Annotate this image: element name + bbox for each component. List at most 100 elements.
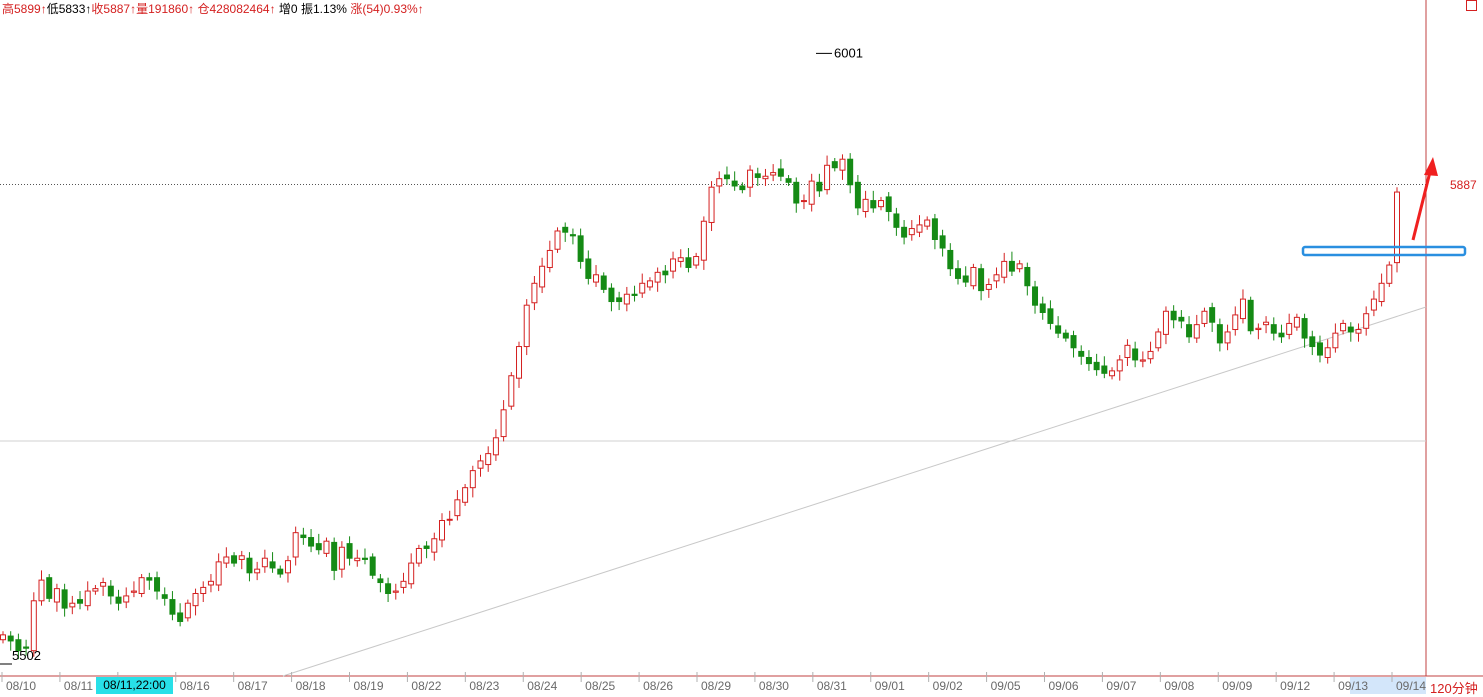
candle-up <box>1201 310 1208 324</box>
x-tick-label: 08/22 <box>411 679 441 693</box>
candle-up <box>338 546 345 570</box>
candle-down <box>161 594 168 599</box>
x-tick-label: 08/25 <box>585 679 615 693</box>
change-value: 涨(54)0.93%↑ <box>350 2 424 16</box>
candle-down <box>1170 310 1177 321</box>
price-info-bar: 高5899↑低5833↑收5887↑量191860↑ 仓428082464↑ 增… <box>2 1 424 17</box>
candle-down <box>300 534 307 539</box>
candle-down <box>793 181 800 204</box>
x-tick-label: 08/17 <box>238 679 268 693</box>
candle-down <box>608 287 615 303</box>
candle-up <box>970 266 977 287</box>
candle-down <box>107 585 114 597</box>
x-tick-label: 09/12 <box>1280 679 1310 693</box>
candle-down <box>785 178 792 183</box>
candle-down <box>631 293 638 296</box>
candle-up <box>654 271 661 283</box>
candle-up <box>292 532 299 558</box>
x-tick-label: 09/02 <box>933 679 963 693</box>
candle-up <box>1255 327 1262 331</box>
candle-up <box>593 274 600 283</box>
candle-down <box>77 599 84 604</box>
candle-down <box>1301 318 1308 339</box>
candle-up <box>1324 347 1331 358</box>
candle-down <box>1270 324 1277 334</box>
candle-down <box>739 185 746 191</box>
candle-up <box>1363 313 1370 329</box>
candle-down <box>1278 332 1285 338</box>
min-marker-label: 5502 <box>12 648 41 663</box>
x-tick-label: 08/24 <box>527 679 557 693</box>
candle-up <box>877 200 884 208</box>
candle-down <box>1024 266 1031 287</box>
candle-down <box>585 258 592 279</box>
candle-down <box>61 589 68 609</box>
restore-window-button[interactable] <box>1466 0 1477 11</box>
high-value: 高5899↑ <box>2 2 47 16</box>
candle-up <box>770 172 777 176</box>
candle-up <box>1155 331 1162 349</box>
candle-down <box>1347 326 1354 333</box>
candle-down <box>616 297 623 303</box>
candle-down <box>1032 286 1039 306</box>
candle-up <box>523 304 530 348</box>
candle-down <box>46 577 53 599</box>
candle-up <box>446 518 453 521</box>
x-tick-label: 08/11 <box>64 679 93 693</box>
arrow-annotation-head <box>1424 157 1438 176</box>
close-value: 收5887↑ <box>91 2 137 16</box>
candle-up <box>693 256 700 266</box>
candle-up <box>400 580 407 588</box>
candle-up <box>1332 332 1339 349</box>
candle-up <box>1293 316 1300 328</box>
candle-up <box>415 547 422 564</box>
candle-down <box>885 196 892 213</box>
x-tick-label: 09/07 <box>1106 679 1136 693</box>
candle-up <box>485 453 492 466</box>
candle-down <box>1062 332 1069 339</box>
candle-down <box>1008 260 1015 272</box>
candle-up <box>1239 298 1246 320</box>
candle-down <box>685 257 692 268</box>
candle-up <box>708 186 715 223</box>
last-date-highlight <box>1350 677 1426 694</box>
candle-down <box>115 596 122 604</box>
candle-up <box>408 562 415 585</box>
candle-down <box>1085 357 1092 365</box>
candle-down <box>978 268 985 292</box>
candle-down <box>939 235 946 249</box>
x-tick-label: 09/08 <box>1164 679 1194 693</box>
candle-down <box>231 555 238 564</box>
period-selector[interactable]: 120分钟 <box>1430 681 1478 696</box>
candle-up <box>69 602 76 608</box>
candle-down <box>1047 308 1054 324</box>
candle-up <box>207 580 214 586</box>
candle-down <box>1186 324 1193 338</box>
candle-up <box>1263 321 1270 326</box>
candle-up <box>985 284 992 290</box>
candle-up <box>924 219 931 227</box>
candle-down <box>361 557 368 560</box>
candle-down <box>177 612 184 622</box>
candle-up <box>800 200 807 203</box>
candle-down <box>662 270 669 276</box>
candle-up <box>84 590 91 607</box>
candle-down <box>385 583 392 594</box>
x-tick-label: 08/18 <box>296 679 326 693</box>
candle-up <box>392 590 399 593</box>
candle-down <box>246 557 253 574</box>
candle-down <box>562 226 569 233</box>
candle-down <box>423 545 430 549</box>
candle-up <box>53 588 60 603</box>
x-tick-label: 08/30 <box>759 679 789 693</box>
candle-up <box>808 180 815 205</box>
candle-up <box>92 588 99 592</box>
candle-down <box>1070 335 1077 349</box>
candle-down <box>1247 299 1254 332</box>
candle-down <box>893 213 900 228</box>
candle-down <box>23 646 30 649</box>
candle-up <box>1116 359 1123 372</box>
candle-down <box>1093 361 1100 371</box>
x-tick-label: 08/26 <box>643 679 673 693</box>
